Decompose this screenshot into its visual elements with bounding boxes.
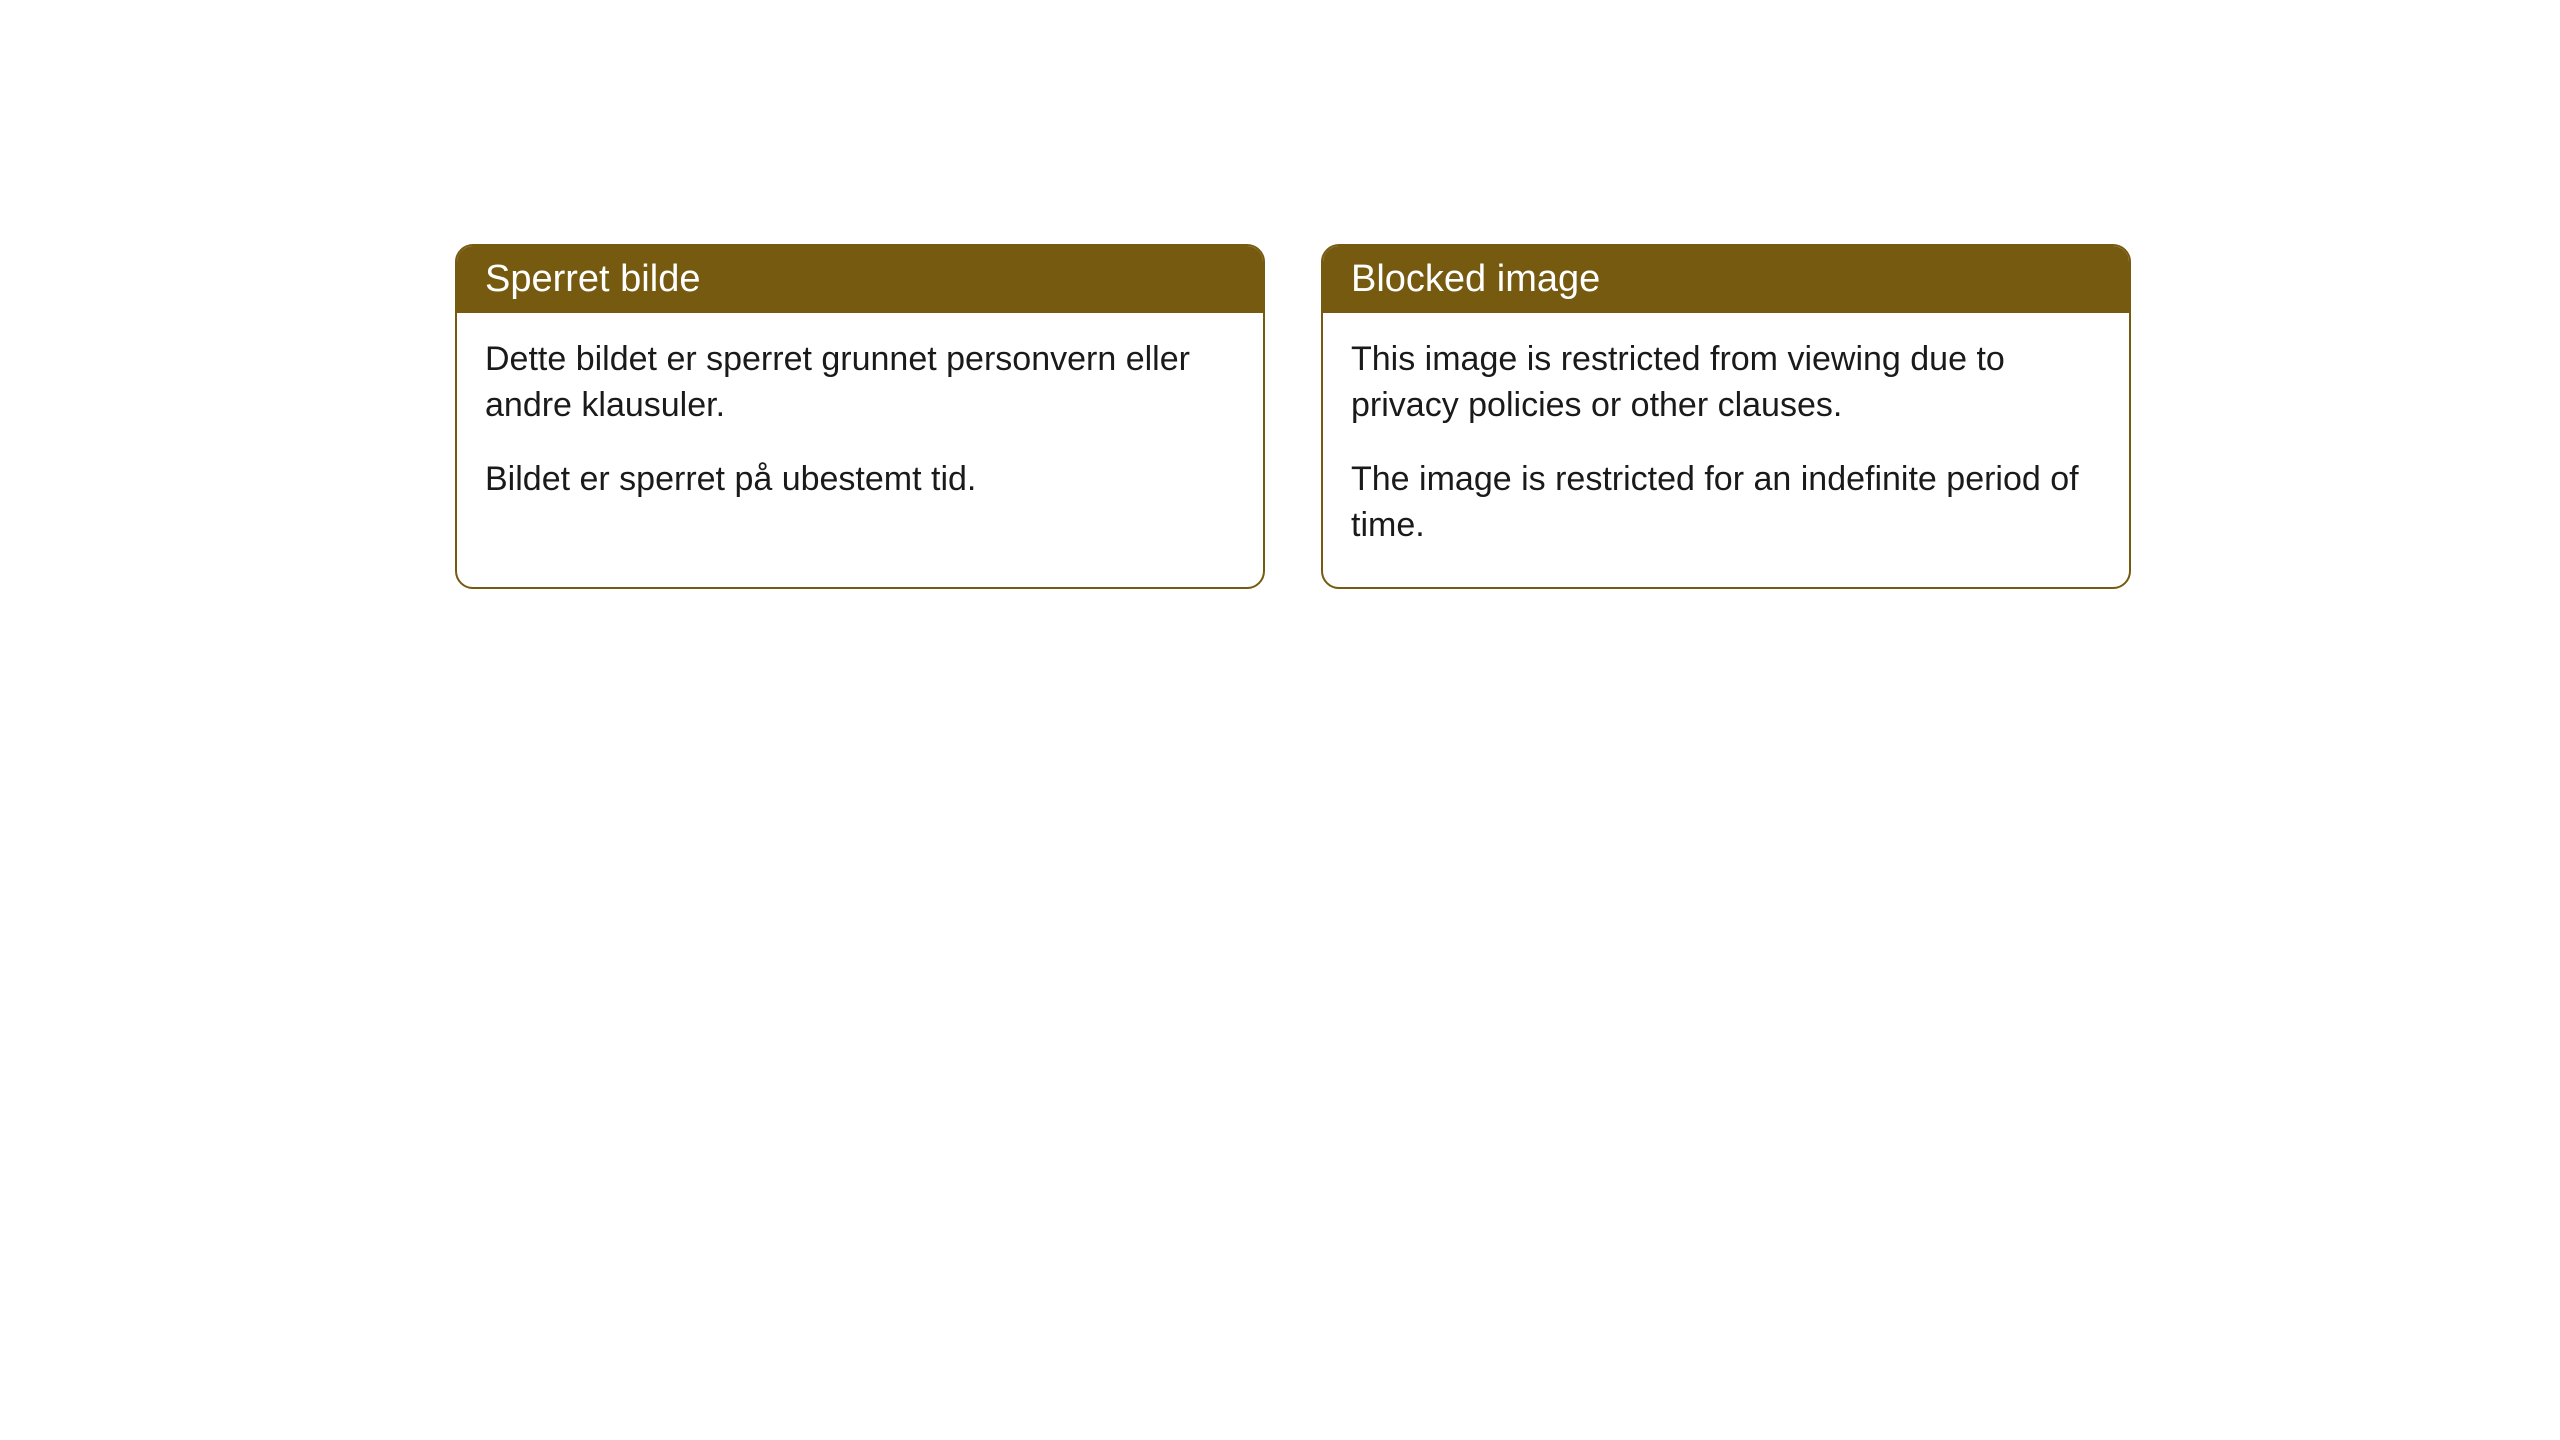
card-paragraph: The image is restricted for an indefinit… [1351, 457, 2101, 549]
notice-cards-container: Sperret bilde Dette bildet er sperret gr… [455, 244, 2131, 589]
card-header: Sperret bilde [457, 246, 1263, 313]
card-body: This image is restricted from viewing du… [1323, 313, 2129, 587]
card-paragraph: Dette bildet er sperret grunnet personve… [485, 337, 1235, 429]
card-paragraph: This image is restricted from viewing du… [1351, 337, 2101, 429]
card-body: Dette bildet er sperret grunnet personve… [457, 313, 1263, 541]
notice-card-norwegian: Sperret bilde Dette bildet er sperret gr… [455, 244, 1265, 589]
card-header: Blocked image [1323, 246, 2129, 313]
notice-card-english: Blocked image This image is restricted f… [1321, 244, 2131, 589]
card-paragraph: Bildet er sperret på ubestemt tid. [485, 457, 1235, 503]
